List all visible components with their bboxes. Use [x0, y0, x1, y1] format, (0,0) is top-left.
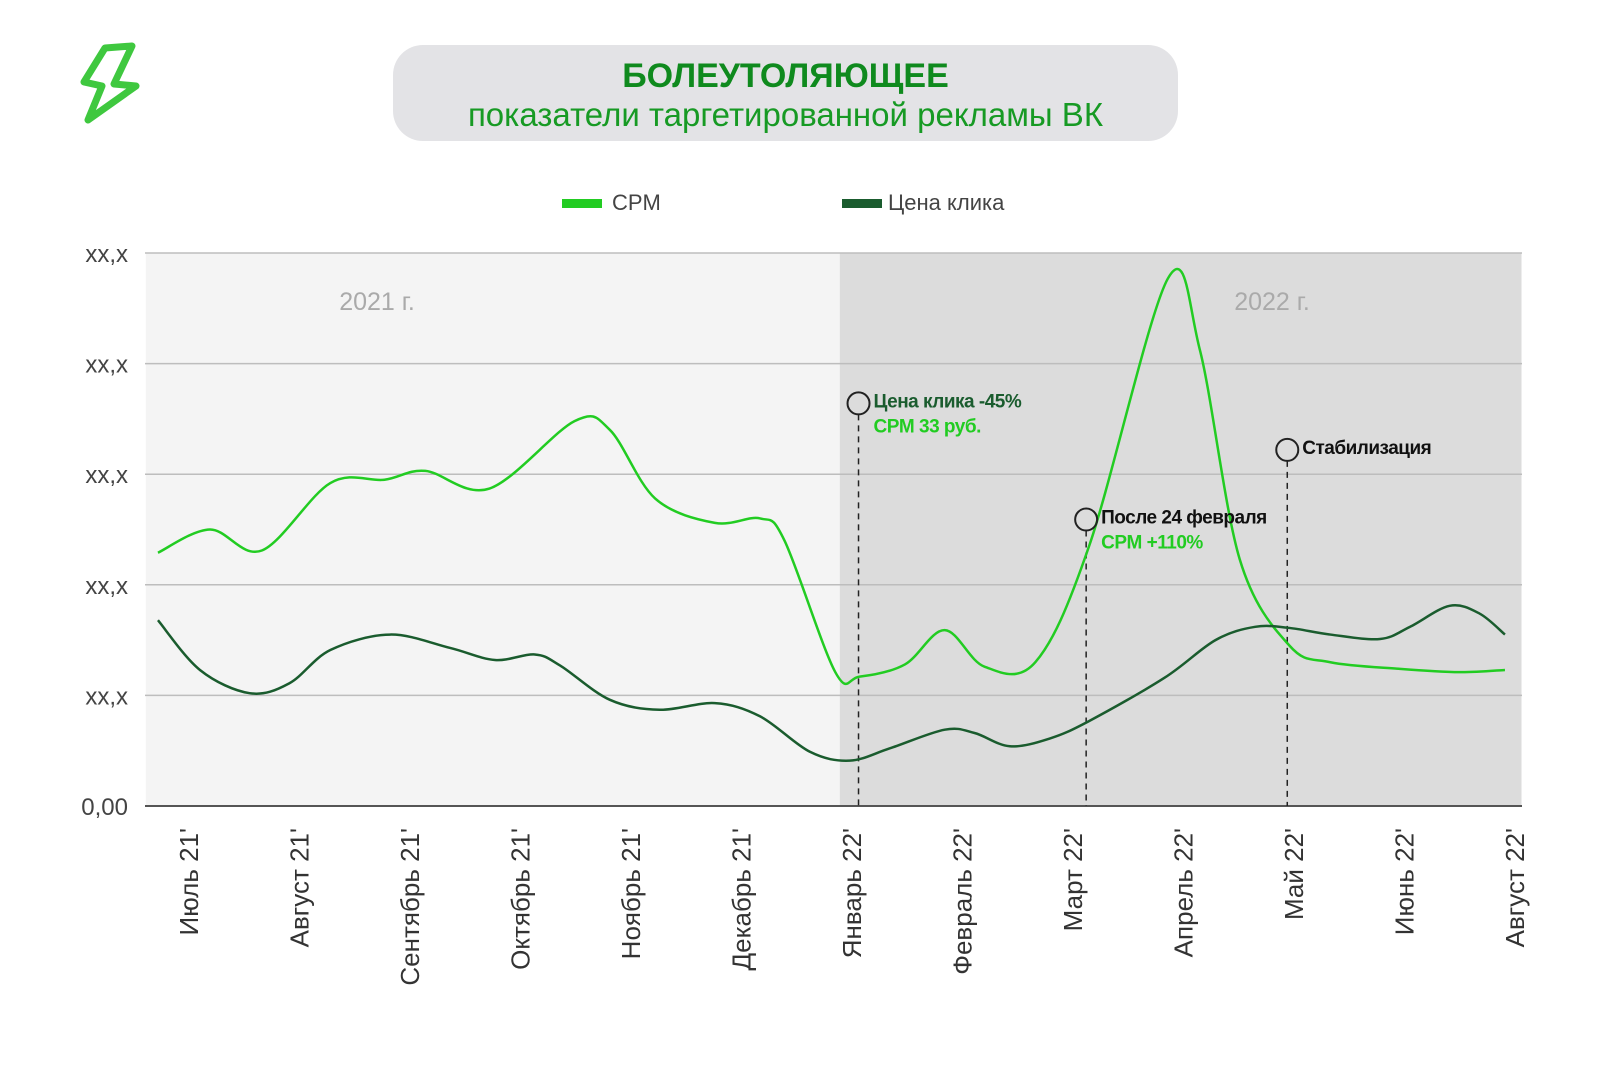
annotation-marker	[846, 391, 871, 416]
x-tick-label: Февраль 22'	[948, 828, 978, 975]
annotation-marker	[1074, 507, 1099, 532]
x-tick-label: Октябрь 21'	[506, 828, 536, 970]
annotation-text: Цена клика -45%	[874, 391, 1022, 412]
series-line-click-price	[156, 604, 1506, 762]
y-tick-label: xx,x	[85, 683, 128, 710]
legend-label: CPM	[612, 190, 661, 215]
y-tick-label: xx,x	[85, 241, 128, 268]
x-tick-label: Май 22'	[1279, 828, 1309, 920]
annotation-text: CPM 33 руб.	[874, 416, 981, 437]
y-tick-label: xx,x	[85, 352, 128, 379]
x-tick-label: Июнь 22'	[1390, 828, 1420, 935]
x-tick-label: Август 21'	[285, 828, 315, 947]
x-tick-label: Январь 22'	[837, 828, 867, 958]
period-band	[145, 253, 840, 806]
legend-item-click: Цена клика	[842, 190, 1004, 216]
annotation-text: После 24 февраля	[1101, 508, 1267, 529]
y-tick-label: xx,x	[85, 462, 128, 489]
x-tick-label: Ноябрь 21'	[616, 828, 646, 959]
period-label: 2021 г.	[339, 288, 415, 316]
legend-swatch-cpm	[562, 198, 602, 208]
y-tick-label: 0,00	[81, 794, 128, 821]
period-band	[839, 253, 1522, 806]
period-label: 2022 г.	[1234, 288, 1310, 316]
legend-swatch-click	[842, 198, 882, 208]
x-tick-label: Июль 21'	[174, 828, 204, 935]
x-tick-label: Сентябрь 21'	[395, 828, 425, 986]
legend-label: Цена клика	[888, 190, 1005, 215]
x-tick-label: Март 22'	[1058, 828, 1088, 931]
annotation-text: Стабилизация	[1302, 438, 1431, 459]
x-tick-label: Декабрь 21'	[727, 828, 757, 970]
x-tick-label: Август 22'	[1500, 828, 1530, 947]
lightning-bolt-icon	[80, 42, 140, 129]
title-box: БОЛЕУТОЛЯЮЩЕЕ показатели таргетированной…	[393, 45, 1178, 141]
chart-subtitle: показатели таргетированной рекламы ВК	[467, 96, 1104, 133]
annotation-text: CPM +110%	[1101, 533, 1203, 554]
chart-title: БОЛЕУТОЛЯЮЩЕЕ	[622, 57, 949, 95]
y-tick-label: xx,x	[85, 573, 128, 600]
x-tick-label: Апрель 22'	[1169, 828, 1199, 957]
legend-item-cpm: CPM	[562, 190, 661, 216]
annotation-marker	[1275, 437, 1300, 462]
series-line-cpm	[157, 267, 1506, 686]
